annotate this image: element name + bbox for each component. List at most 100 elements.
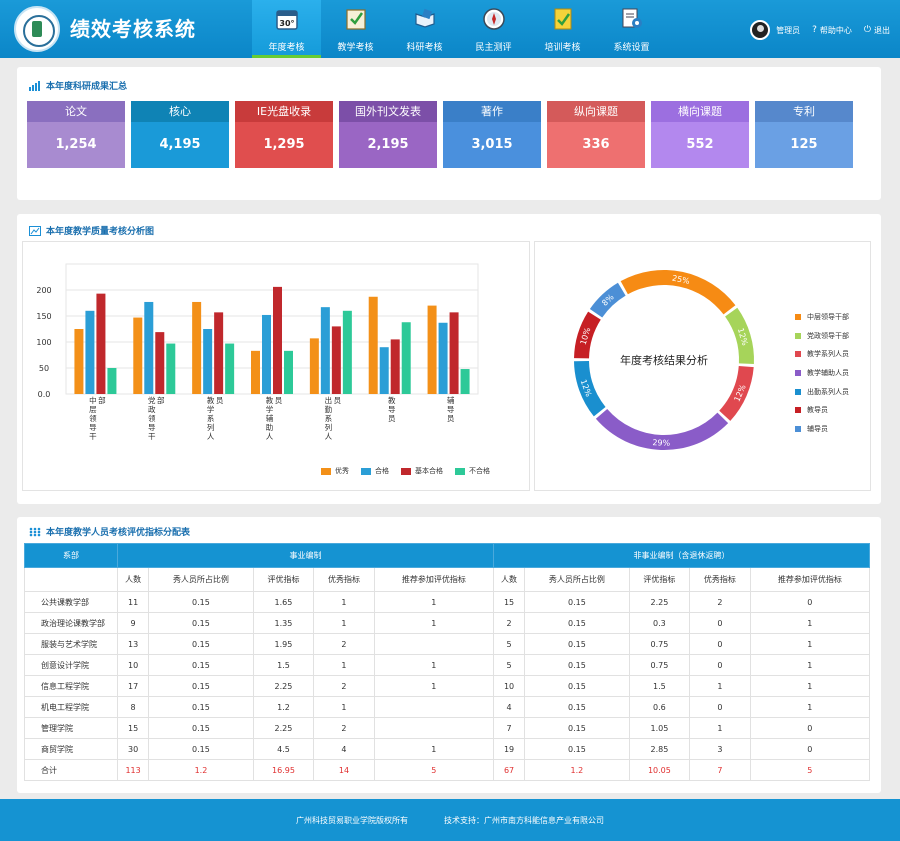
legend-swatch (795, 388, 801, 395)
column-header: 秀人员所占比例 (524, 567, 630, 592)
legend-item[interactable]: 优秀 (321, 466, 349, 476)
bar (331, 326, 341, 394)
user-name[interactable]: 管理员 (776, 25, 800, 36)
table-cell: 2 (492, 612, 526, 634)
y-tick-label: 50 (39, 364, 49, 373)
x-tick-label: 教导员 (388, 395, 396, 423)
table-cell: 19 (492, 738, 526, 760)
bar (273, 286, 282, 394)
summary-card[interactable]: IE光盘收录 1,295 (235, 101, 333, 168)
y-tick-label: 100 (36, 338, 51, 347)
summary-card[interactable]: 国外刊文发表 2,195 (339, 101, 437, 168)
legend-swatch (401, 467, 411, 475)
table-cell: 5 (492, 633, 526, 655)
dept-cell: 政治理论课教学部 (24, 612, 118, 634)
nav-system-settings[interactable]: 系统设置 (597, 0, 666, 58)
column-header: 优秀指标 (313, 567, 375, 592)
x-tick-label: 部 (98, 395, 106, 405)
table-cell: 13 (116, 633, 150, 655)
summary-card[interactable]: 著作 3,015 (443, 101, 541, 168)
bar (320, 307, 330, 394)
nav-training-review[interactable]: 培训考核 (528, 0, 597, 58)
table-cell: 1 (373, 591, 494, 613)
legend-item[interactable]: 合格 (361, 466, 389, 476)
donut-slice[interactable] (589, 282, 626, 318)
avatar[interactable] (750, 20, 771, 40)
summary-card[interactable]: 专利 125 (755, 101, 853, 168)
table-cell: 1.05 (628, 717, 691, 739)
total-row: 合计 113 1.2 16.95 14 5 67 1.2 10.05 7 5 (24, 759, 871, 781)
table-cell: 2.85 (628, 738, 691, 760)
table-row: 创意设计学院 10 0.15 1.5 1 1 5 0.15 0.75 0 1 (24, 654, 871, 676)
bar (262, 314, 271, 394)
column-header: 秀人员所占比例 (148, 567, 254, 592)
bar (225, 343, 235, 394)
table-cell: 2 (313, 717, 375, 739)
table-cell: 5 (749, 759, 871, 781)
summary-card[interactable]: 核心 4,195 (131, 101, 229, 168)
table-cell: 0.15 (148, 591, 254, 613)
logout-link[interactable]: ⏻ 退出 (864, 25, 890, 36)
calendar-icon: 30° (276, 10, 298, 30)
legend-label: 基本合格 (415, 467, 443, 475)
bar (166, 343, 176, 394)
table-cell: 0.15 (524, 612, 630, 634)
table-cell: 0.15 (148, 654, 254, 676)
bar (379, 347, 389, 394)
card-value: 125 (755, 122, 853, 168)
card-value: 552 (651, 122, 749, 168)
bar (342, 310, 352, 394)
column-header: 人数 (116, 567, 150, 592)
dept-cell: 公共课教学部 (24, 591, 118, 613)
donut-slice[interactable] (725, 307, 754, 364)
donut-slice[interactable] (574, 311, 601, 359)
table-cell: 0.15 (148, 738, 254, 760)
table-cell: 9 (116, 612, 150, 634)
logout-label: 退出 (874, 25, 890, 35)
legend-item[interactable]: 党政领导干部 (795, 327, 849, 346)
legend-item[interactable]: 教学系列人员 (795, 345, 849, 364)
analysis-title-text: 本年度教学质量考核分析图 (46, 227, 155, 237)
donut-slice[interactable] (595, 409, 729, 450)
help-center-link[interactable]: ? 帮助中心 (812, 25, 852, 36)
table-cell: 1.5 (628, 675, 691, 697)
legend-item[interactable]: 中层领导干部 (795, 308, 849, 327)
summary-card[interactable]: 论文 1,254 (27, 101, 125, 168)
donut-slice[interactable] (574, 361, 606, 417)
table-cell: 10 (116, 654, 150, 676)
image-chart-icon (29, 225, 41, 236)
table-row: 公共课教学部 11 0.15 1.65 1 1 15 0.15 2.25 2 0 (24, 591, 871, 613)
nav-annual-review[interactable]: 30° 年度考核 (252, 0, 321, 58)
table-cell: 10.05 (628, 759, 691, 781)
legend-item[interactable]: 教导员 (795, 401, 849, 420)
dept-header: 系部 (24, 543, 118, 568)
donut-slice[interactable] (620, 270, 736, 315)
legend-item[interactable]: 出勤系列人员 (795, 382, 849, 401)
legend-label: 中层领导干部 (807, 313, 849, 322)
legend-item[interactable]: 教学辅助人员 (795, 364, 849, 383)
table-cell: 1.2 (252, 696, 315, 718)
legend-item[interactable]: 不合格 (455, 466, 490, 476)
y-tick-label: 150 (36, 312, 51, 321)
table-cell: 0.15 (148, 675, 254, 697)
bar (449, 312, 459, 394)
summary-card[interactable]: 纵向课题 336 (547, 101, 645, 168)
table-cell: 1 (749, 612, 871, 634)
table-cell: 67 (492, 759, 526, 781)
table-cell: 0 (749, 717, 871, 739)
x-tick-label: 员 (334, 396, 342, 405)
dept-sub-header-blank (24, 567, 118, 592)
table-cell: 0.6 (628, 696, 691, 718)
summary-card[interactable]: 横向课题 552 (651, 101, 749, 168)
table-cell: 0.15 (524, 696, 630, 718)
legend-item[interactable]: 辅导员 (795, 420, 849, 439)
legend-label: 不合格 (469, 467, 490, 475)
table-cell: 1 (689, 675, 751, 697)
nav-democratic-eval[interactable]: 民主测评 (459, 0, 528, 58)
table-cell: 1 (373, 738, 494, 760)
nav-research-review[interactable]: 科研考核 (390, 0, 459, 58)
donut-slice[interactable] (719, 365, 754, 421)
nav-teaching-review[interactable]: 教学考核 (321, 0, 390, 58)
plot-area-border (65, 263, 479, 395)
legend-item[interactable]: 基本合格 (401, 466, 443, 476)
